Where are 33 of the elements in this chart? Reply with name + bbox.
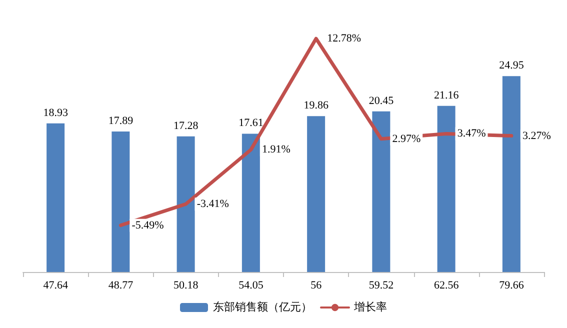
legend-label: 增长率 — [353, 300, 387, 314]
data-label: 17.89 — [108, 115, 134, 128]
x-tick-label: 48.77 — [108, 280, 134, 292]
bar — [502, 76, 520, 272]
legend-label: 东部销售额（亿元） — [213, 300, 312, 314]
bar — [437, 106, 456, 272]
data-label: 21.16 — [434, 89, 460, 102]
data-label: -5.49% — [132, 219, 164, 232]
x-tick-label: 56 — [310, 280, 322, 292]
x-tick-label: 62.56 — [434, 280, 460, 292]
data-label: 12.78% — [327, 32, 361, 45]
bar — [176, 136, 195, 272]
x-tick-label: 59.52 — [368, 280, 394, 292]
data-label: 24.95 — [499, 60, 524, 72]
data-label: 3.47% — [457, 128, 486, 140]
data-label: -3.41% — [196, 198, 229, 210]
data-label: 19.86 — [304, 100, 329, 112]
x-tick-label: 79.66 — [499, 280, 524, 292]
bar — [307, 116, 326, 272]
x-tick-label: 47.64 — [43, 280, 68, 292]
data-label: 18.93 — [43, 106, 68, 119]
data-label: 2.97% — [392, 132, 421, 145]
bar — [112, 132, 130, 272]
x-tick-label: 50.18 — [173, 280, 199, 292]
data-label: 1.91% — [262, 144, 290, 156]
bar — [372, 111, 390, 272]
x-tick-label: 54.05 — [238, 280, 264, 292]
bar — [46, 123, 65, 272]
bar — [242, 134, 260, 272]
data-label: 3.27% — [522, 130, 551, 142]
data-label: 17.61 — [238, 117, 264, 130]
data-label: 17.28 — [173, 120, 199, 132]
data-label: 20.45 — [368, 94, 394, 107]
